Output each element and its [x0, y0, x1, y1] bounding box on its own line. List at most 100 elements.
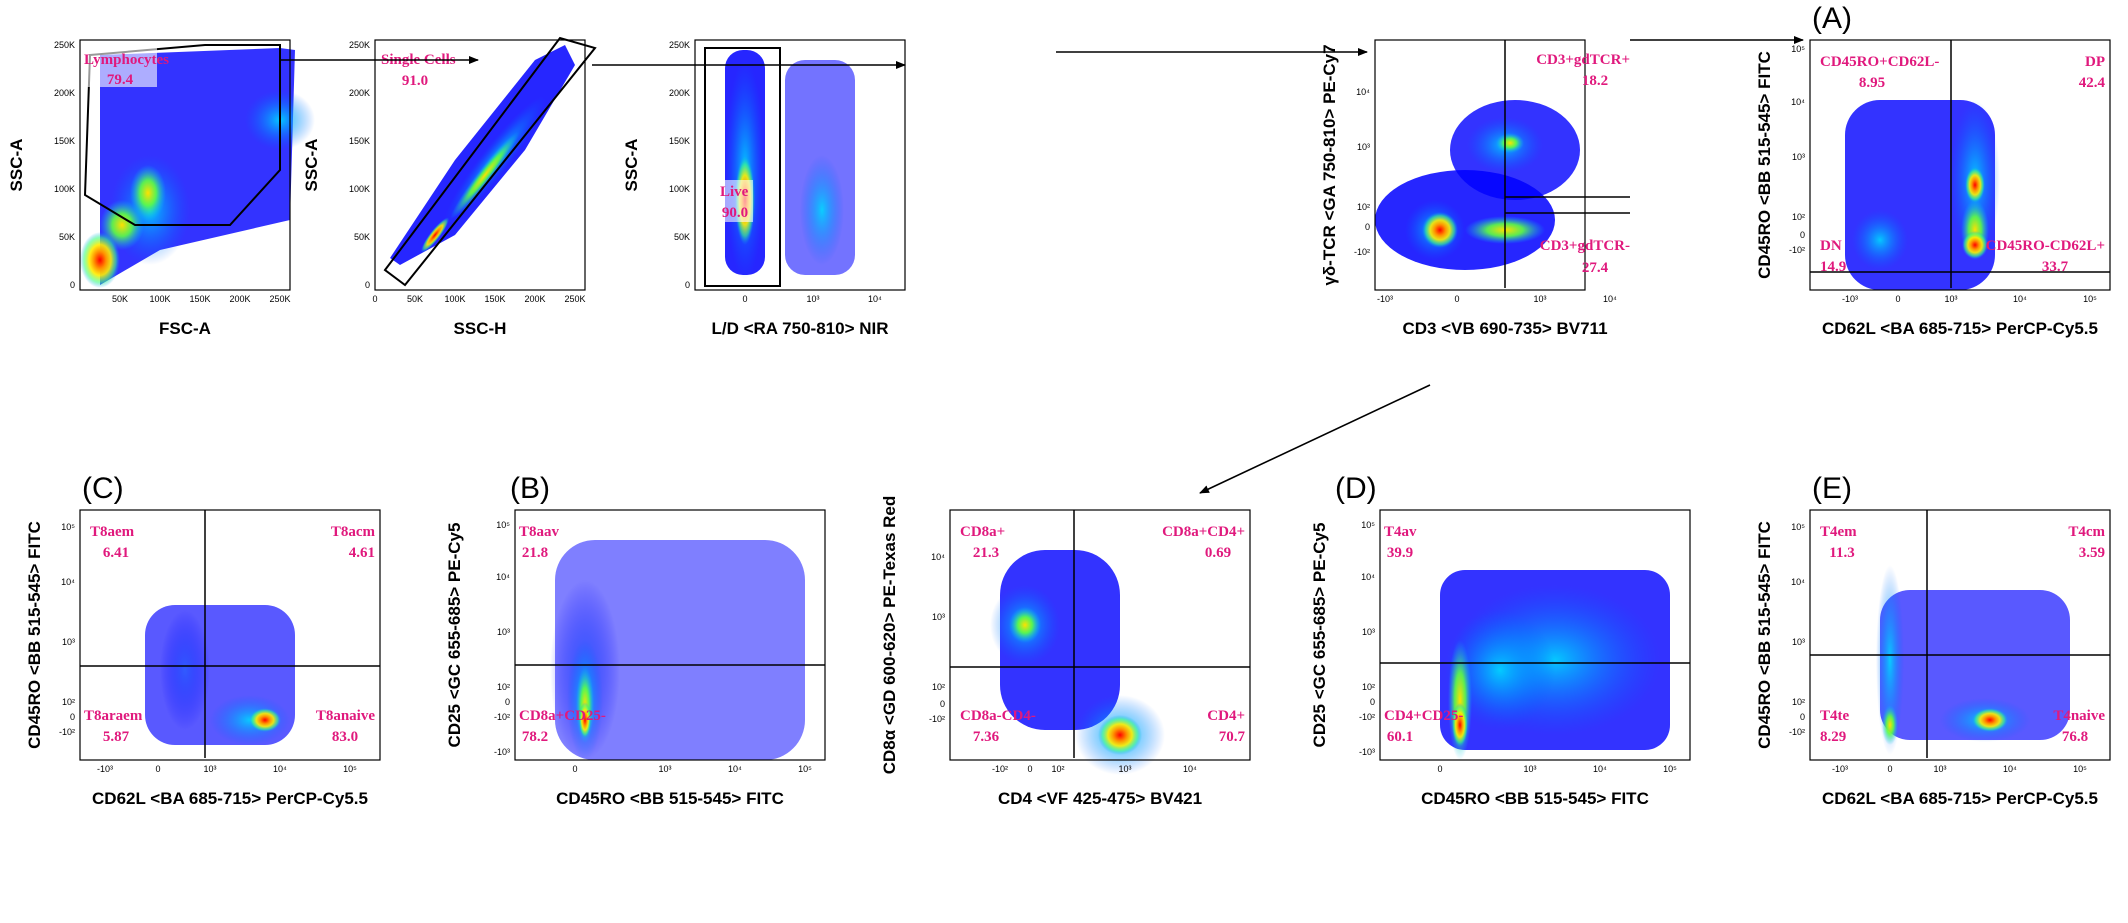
panel-label: (B)	[510, 472, 550, 505]
gate-value: 91.0	[402, 73, 428, 89]
y-ticks: 0 50K 100K 150K 200K 250K	[349, 40, 370, 290]
y-tick-label: 10²	[1792, 212, 1805, 222]
y-tick-label: 10⁵	[496, 520, 510, 530]
x-tick-label: 250K	[269, 294, 290, 304]
x-tick-label: 0	[1887, 764, 1892, 774]
y-tick-label: 10⁴	[61, 577, 75, 587]
gate-value: 39.9	[1387, 545, 1413, 561]
density-layer	[1845, 100, 2000, 290]
x-ticks: 0 50K 100K 150K 200K 250K	[372, 294, 585, 304]
y-tick-label: 150K	[349, 136, 370, 146]
x-tick-label: 0	[1454, 294, 1459, 304]
y-ticks: 0 50K 100K 150K 200K 250K	[54, 40, 75, 290]
gate-value: 76.8	[2062, 729, 2088, 745]
gate-value: 6.41	[103, 545, 129, 561]
x-ticks: -10³ 0 10³ 10⁴ 10⁵	[1842, 294, 2097, 304]
gate-value: 60.1	[1387, 729, 1413, 745]
y-tick-label: 0	[1370, 697, 1375, 707]
plot-frame	[1809, 509, 2111, 761]
gate-label-0: T4em 11.3	[1820, 524, 1857, 561]
gate-polygon	[383, 36, 597, 287]
y-tick-label: -10²	[1789, 727, 1805, 737]
gate-name: T8aav	[519, 524, 560, 540]
gate-rectangle	[704, 47, 781, 287]
x-axis-label: CD62L <BA 685-715> PerCP-Cy5.5	[1822, 319, 2098, 338]
y-tick-label: 200K	[669, 88, 690, 98]
gate-label-3: CD4+ 70.7	[1207, 708, 1245, 745]
gate-label-0: Lymphocytes 79.4	[82, 45, 169, 88]
y-tick-label: 10⁴	[1361, 572, 1375, 582]
y-tick-label: -10²	[1359, 712, 1375, 722]
gate-name: DP	[2085, 54, 2105, 70]
plot-frame	[374, 39, 586, 291]
density-layer	[725, 50, 855, 280]
panel-label: (A)	[1812, 2, 1852, 35]
panel-label: (E)	[1812, 472, 1852, 505]
y-axis-label: CD45RO <BB 515-545> FITC	[1755, 521, 1774, 749]
x-tick-label: 10⁵	[798, 764, 812, 774]
gate-name: Lymphocytes	[84, 52, 169, 68]
gate-lines	[1504, 40, 1630, 288]
gate-name: CD4+CD25-	[1384, 708, 1463, 724]
x-tick-label: 0	[742, 294, 747, 304]
density-layer	[390, 45, 575, 265]
x-tick-label: 100K	[149, 294, 170, 304]
gate-label-1: CD4+CD25- 60.1	[1384, 708, 1463, 745]
panel-a: (A) CD45RO+CD62L- 8.95 DP 42.4 DN 14.9 C…	[1755, 2, 2111, 338]
y-ticks: -10³ -10² 0 10² 10³ 10⁴ 10⁵	[494, 520, 510, 757]
gate-name: T4av	[1384, 524, 1417, 540]
plot-frame	[79, 509, 381, 761]
y-tick-label: -10²	[1354, 247, 1370, 257]
x-tick-label: 10³	[1523, 764, 1536, 774]
y-tick-label: 10²	[1792, 697, 1805, 707]
x-tick-label: 10⁴	[1593, 764, 1607, 774]
y-tick-label: 50K	[354, 232, 370, 242]
gate-name: T4em	[1820, 524, 1857, 540]
gate-value: 3.59	[2079, 545, 2105, 561]
gate-name: T8anaive	[316, 708, 376, 724]
x-axis-label: CD62L <BA 685-715> PerCP-Cy5.5	[92, 789, 368, 808]
gate-label-2: T4te 8.29	[1820, 708, 1850, 745]
gate-label-1: CD3+gdTCR- 27.4	[1540, 238, 1630, 276]
gate-lines	[1810, 510, 2110, 758]
x-tick-label: 10³	[1118, 764, 1131, 774]
x-tick-label: 10⁴	[2003, 764, 2017, 774]
x-tick-label: 0	[1027, 764, 1032, 774]
y-ticks: -10² 0 10² 10³ 10⁴	[1354, 87, 1370, 257]
y-tick-label: 10²	[1362, 682, 1375, 692]
y-axis-label: SSC-A	[7, 139, 26, 192]
x-axis-label: CD62L <BA 685-715> PerCP-Cy5.5	[1822, 789, 2098, 808]
density-layer	[990, 550, 1165, 775]
x-ticks: 0 10³ 10⁴	[742, 294, 882, 304]
y-tick-label: 10⁴	[1791, 97, 1805, 107]
y-tick-label: 50K	[674, 232, 690, 242]
x-tick-label: 10⁴	[1603, 294, 1617, 304]
gate-label-2: T8araem 5.87	[84, 708, 143, 745]
x-tick-label: 0	[372, 294, 377, 304]
density-layer	[1440, 570, 1670, 760]
gate-label-0: T8aav 21.8	[519, 524, 560, 561]
x-tick-label: 10⁵	[343, 764, 357, 774]
density-layer	[550, 540, 805, 760]
y-tick-label: -10²	[59, 727, 75, 737]
y-axis-label: SSC-A	[622, 139, 641, 192]
gate-value: 5.87	[103, 729, 130, 745]
plot-frame	[1374, 39, 1586, 291]
x-ticks: 0 10³ 10⁴ 10⁵	[1437, 764, 1677, 774]
x-ticks: 50K 100K 150K 200K 250K	[112, 294, 291, 304]
y-tick-label: 10³	[1357, 142, 1370, 152]
x-ticks: -10³ 0 10³ 10⁴	[1377, 294, 1617, 304]
y-axis-label: SSC-A	[302, 139, 321, 192]
x-tick-label: 10³	[658, 764, 671, 774]
gate-name: CD3+gdTCR-	[1540, 238, 1630, 254]
y-tick-label: 10⁵	[1791, 44, 1805, 54]
y-tick-label: 10⁴	[496, 572, 510, 582]
gate-name: CD8a-CD4-	[960, 708, 1036, 724]
gate-name: T4te	[1820, 708, 1850, 724]
y-axis-label: CD8α <GD 600-620> PE-Texas Red	[880, 496, 899, 775]
x-tick-label: 50K	[407, 294, 423, 304]
y-tick-label: 10³	[1362, 627, 1375, 637]
y-tick-label: 10³	[1792, 637, 1805, 647]
y-tick-label: 10⁵	[1361, 520, 1375, 530]
